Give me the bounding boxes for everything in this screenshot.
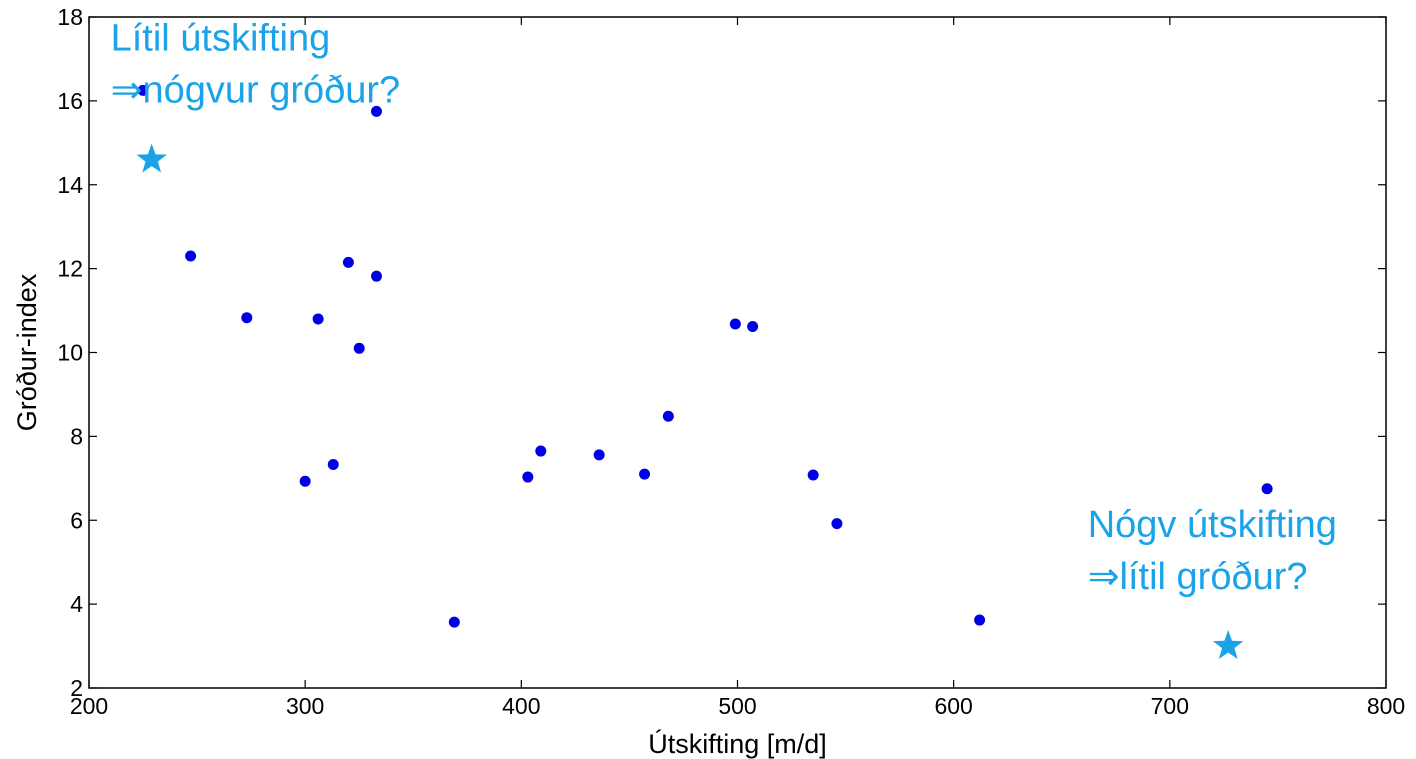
data-point xyxy=(185,250,197,262)
data-point xyxy=(371,270,383,282)
x-tick-label: 600 xyxy=(934,693,972,719)
y-tick-label: 12 xyxy=(57,256,83,282)
annotations: Lítil útskifting ⇒nógvur gróður? Nógv útsk… xyxy=(111,18,1337,660)
y-tick-label: 8 xyxy=(70,423,83,449)
star-marker xyxy=(1212,630,1244,660)
data-point xyxy=(353,342,365,354)
data-point xyxy=(327,458,339,470)
x-tick-label: 400 xyxy=(502,693,540,719)
axis-ticks xyxy=(88,16,1387,689)
data-point xyxy=(448,616,460,628)
annotation-text: ⇒lítil gróður? xyxy=(1088,556,1308,598)
data-point xyxy=(312,313,324,325)
annotation-text: ⇒nógvur gróður? xyxy=(111,70,401,112)
x-axis-label: Útskifting [m/d] xyxy=(648,728,827,759)
x-tick-label: 700 xyxy=(1151,693,1189,719)
y-tick-label: 16 xyxy=(57,88,83,114)
data-point xyxy=(342,256,354,268)
y-tick-label: 14 xyxy=(57,172,83,198)
data-point xyxy=(974,614,986,626)
data-point xyxy=(639,468,651,480)
data-point xyxy=(371,105,383,117)
data-point xyxy=(535,445,547,457)
data-point xyxy=(299,475,311,487)
data-point xyxy=(522,471,534,483)
data-point xyxy=(137,84,149,96)
data-point xyxy=(729,318,741,330)
star-marker xyxy=(136,143,167,173)
x-tick-label: 200 xyxy=(70,693,108,719)
y-tick-label: 2 xyxy=(70,675,83,701)
y-tick-label: 10 xyxy=(57,340,83,366)
data-point xyxy=(241,312,253,324)
x-tick-label: 500 xyxy=(718,693,756,719)
x-tick-label: 800 xyxy=(1367,693,1405,719)
data-point xyxy=(1261,483,1273,495)
y-tick-label: 6 xyxy=(70,507,83,533)
data-point xyxy=(593,449,605,461)
y-tick-label: 18 xyxy=(57,4,83,30)
data-points xyxy=(137,84,1273,628)
annotation-text: Lítil útskifting xyxy=(111,18,331,60)
data-point xyxy=(831,518,843,530)
y-tick-label: 4 xyxy=(70,591,83,617)
data-point xyxy=(662,410,674,422)
data-point xyxy=(807,469,819,481)
y-axis-label: Gróður-index xyxy=(12,273,42,431)
x-tick-label: 300 xyxy=(286,693,324,719)
axis-tick-labels: 200 300 400 500 600 700 800 2 4 6 8 10 12 14 16 18 xyxy=(57,4,1405,719)
data-point xyxy=(747,320,759,332)
annotation-text: Nógv útskifting xyxy=(1088,504,1337,546)
